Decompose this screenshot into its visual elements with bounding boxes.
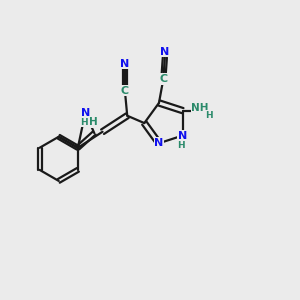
Text: H: H	[89, 117, 98, 127]
Text: N: N	[160, 47, 170, 57]
Text: C: C	[159, 74, 167, 84]
Text: N: N	[81, 108, 90, 118]
Text: N: N	[120, 58, 130, 69]
Text: C: C	[121, 86, 129, 96]
Text: H: H	[177, 141, 185, 150]
Text: H: H	[205, 110, 212, 119]
Text: H: H	[80, 118, 88, 127]
Text: N: N	[154, 138, 164, 148]
Text: N: N	[178, 130, 187, 140]
Text: NH: NH	[191, 103, 208, 113]
